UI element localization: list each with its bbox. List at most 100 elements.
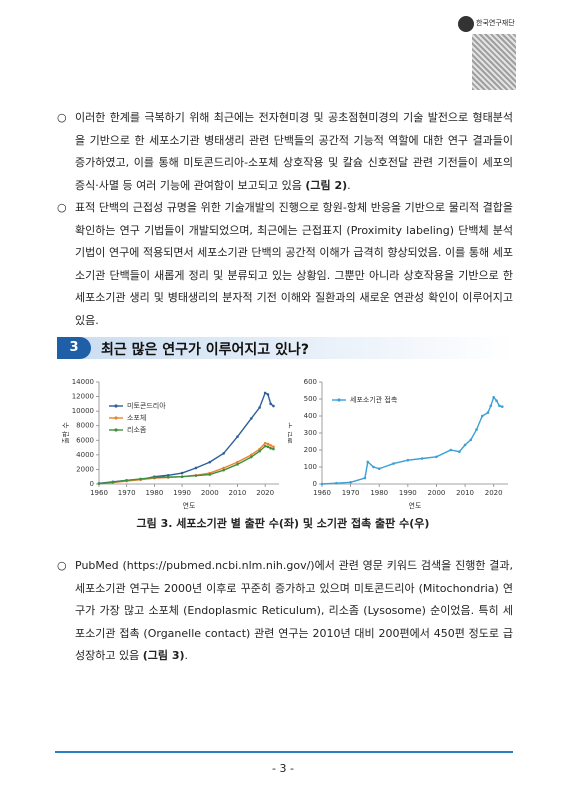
point: [420, 457, 424, 460]
paragraph-text: 이러한 한계를 극복하기 위해 최근에는 전자현미경 및 공초점현미경의 기술 …: [75, 111, 513, 192]
x-tick-label: 1990: [399, 489, 417, 497]
x-tick-label: 2020: [256, 489, 274, 497]
paragraph-tail: .: [347, 178, 351, 192]
line: [98, 391, 274, 484]
point: [349, 481, 352, 484]
paragraph: ○ PubMed (https://pubmed.ncbi.nlm.nih.gov…: [57, 559, 513, 662]
point: [435, 455, 438, 459]
y-tick-label: 200: [304, 446, 317, 454]
paragraph-text: PubMed (https://pubmed.ncbi.nlm.nih.gov/…: [75, 559, 513, 662]
point: [111, 480, 115, 484]
point: [208, 473, 212, 476]
legend-label: 소포체: [127, 414, 146, 422]
line: [98, 445, 274, 485]
point: [272, 404, 275, 408]
point: [335, 481, 338, 485]
point: [263, 441, 267, 445]
legend-marker: [114, 404, 118, 408]
section-number: 3: [57, 337, 91, 359]
point: [125, 479, 128, 482]
point: [377, 467, 381, 470]
line-chart: 0 100 200 300 400 500 600 1960 1970 1980 1990 2000 2…: [288, 378, 508, 510]
org-name: 한국연구재단: [476, 19, 515, 27]
point: [222, 452, 225, 455]
point: [250, 417, 253, 420]
point: [486, 411, 490, 414]
x-tick-label: 1960: [90, 489, 108, 497]
point: [194, 474, 198, 477]
point: [222, 466, 225, 470]
y-axis-label: 출판 수: [288, 422, 293, 444]
x-tick-label: 1980: [370, 489, 388, 497]
x-tick-label: 2020: [485, 489, 503, 497]
y-tick-label: 300: [304, 429, 317, 437]
x-tick-label: 2010: [456, 489, 474, 497]
point: [498, 404, 501, 408]
point: [320, 482, 324, 486]
y-tick-label: 400: [304, 412, 317, 420]
point: [272, 447, 275, 451]
point: [489, 404, 493, 408]
point: [97, 482, 101, 485]
y-tick-label: 12000: [72, 393, 94, 401]
point: [363, 476, 367, 480]
point: [372, 465, 375, 469]
point: [153, 476, 156, 479]
point: [475, 428, 478, 431]
x-tick-label: 1970: [118, 489, 136, 497]
logo-mark: [458, 16, 474, 32]
point: [272, 445, 275, 449]
legend-marker: [114, 428, 118, 432]
y-tick-label: 4000: [76, 451, 94, 459]
x-tick-label: 1970: [342, 489, 360, 497]
y-tick-label: 14000: [72, 378, 94, 386]
y-axis-label: 출판 수: [61, 422, 70, 444]
point: [366, 460, 370, 464]
y-tick-label: 0: [90, 480, 94, 488]
footer-rule: [55, 751, 513, 753]
logo: 한국연구재단: [458, 14, 516, 92]
page-number: - 3 -: [272, 762, 294, 775]
point: [250, 455, 253, 459]
point: [258, 449, 261, 453]
x-tick-label: 1980: [145, 489, 163, 497]
point: [180, 475, 184, 479]
legend-marker: [337, 398, 341, 402]
x-tick-label: 2010: [229, 489, 247, 497]
point: [166, 475, 170, 479]
legend-label: 리소좀: [127, 425, 147, 434]
point: [269, 402, 272, 406]
point: [258, 406, 261, 409]
paragraph: ○ 이러한 한계를 극복하기 위해 최근에는 전자현미경 및 공초점현미경의 기술…: [57, 111, 513, 192]
point: [236, 463, 239, 466]
figure-ref: (그림 2): [305, 178, 348, 192]
point: [266, 442, 270, 446]
x-axis-label: 연도: [183, 502, 196, 510]
y-tick-label: 0: [313, 480, 317, 488]
point: [269, 447, 272, 450]
point: [166, 473, 170, 477]
x-tick-label: 2000: [428, 489, 446, 497]
x-tick-label: 1960: [313, 489, 331, 497]
point: [500, 405, 504, 408]
point: [463, 443, 467, 447]
y-tick-label: 2000: [76, 465, 94, 473]
legend-label: 미토콘드리아: [127, 401, 166, 410]
x-axis-label: 연도: [409, 502, 422, 510]
point: [449, 448, 453, 452]
point: [458, 450, 461, 453]
figure-ref: (그림 3): [142, 649, 185, 662]
point: [250, 453, 253, 457]
line-chart: 0 2000 4000 6000 8000 10000 12000 14000 1960 1970…: [61, 378, 279, 510]
point: [406, 458, 410, 462]
line: [98, 442, 274, 485]
point: [480, 414, 484, 418]
point: [236, 460, 239, 464]
point: [469, 438, 473, 442]
point: [392, 462, 395, 465]
y-tick-label: 10000: [72, 407, 94, 415]
y-tick-label: 8000: [76, 422, 94, 430]
legend-marker: [114, 416, 118, 420]
section-header: 3 최근 많은 연구가 이루어지고 있나?: [57, 337, 513, 359]
